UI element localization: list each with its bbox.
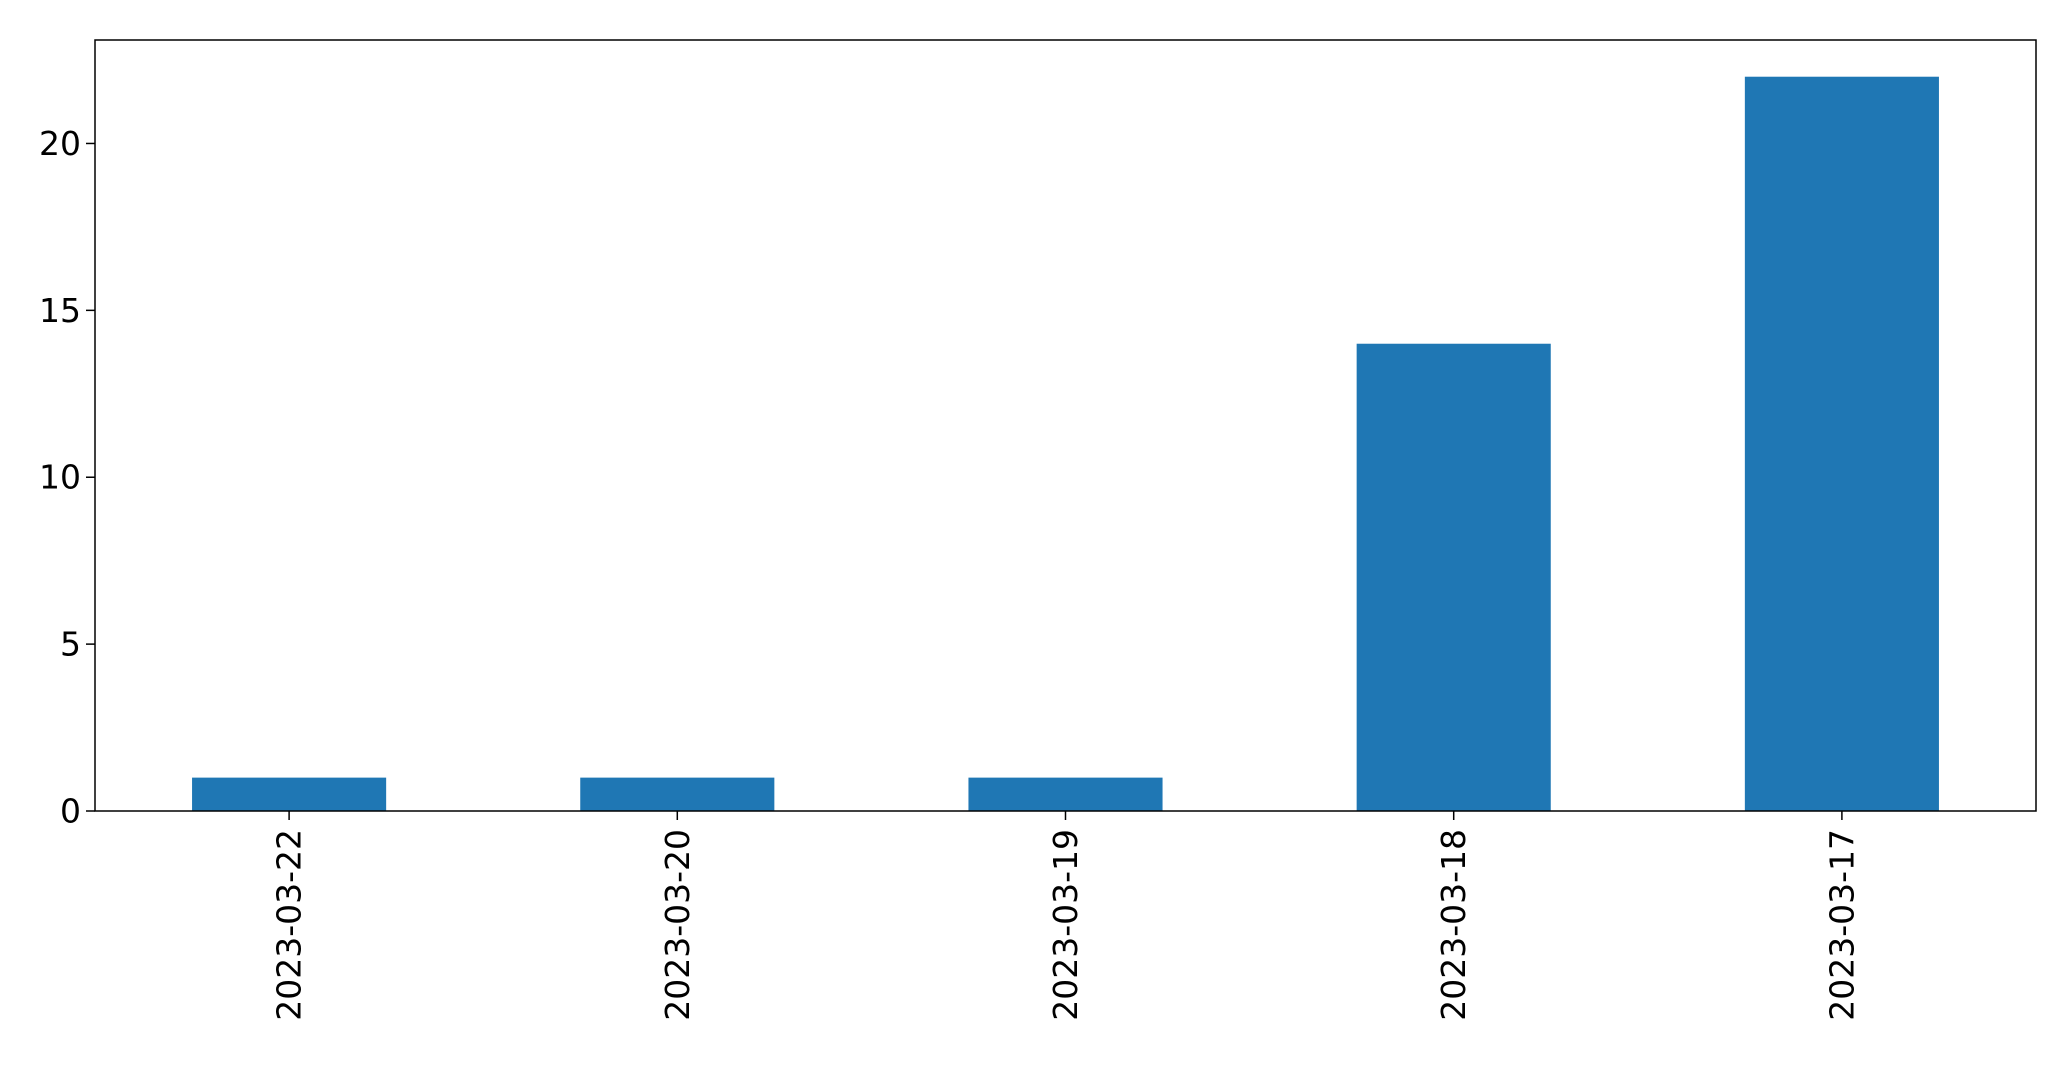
plot-frame [94,39,2037,812]
x-tick-label: 2023-03-19 [1046,829,1085,1021]
bar-2023-03-17 [1744,76,1939,811]
bar-2023-03-20 [580,777,775,811]
bar-2023-03-19 [968,777,1163,811]
x-tick-label: 2023-03-17 [1822,829,1861,1021]
y-tick-label: 10 [39,458,81,497]
bar-2023-03-18 [1356,343,1551,811]
x-tick-label: 2023-03-20 [658,829,697,1021]
y-axis: 0 5 10 15 20 [39,124,95,831]
x-axis: 2023-03-22 2023-03-20 2023-03-19 2023-03-18… [270,811,1861,1021]
y-tick-label: 20 [39,124,81,163]
bar-2023-03-22 [192,777,387,811]
y-tick-label: 15 [39,291,81,330]
y-tick-label: 0 [60,792,81,831]
x-tick-label: 2023-03-22 [270,829,309,1021]
bars-layer [192,76,1939,811]
x-tick-label: 2023-03-18 [1434,829,1473,1021]
y-tick-label: 5 [60,625,81,664]
